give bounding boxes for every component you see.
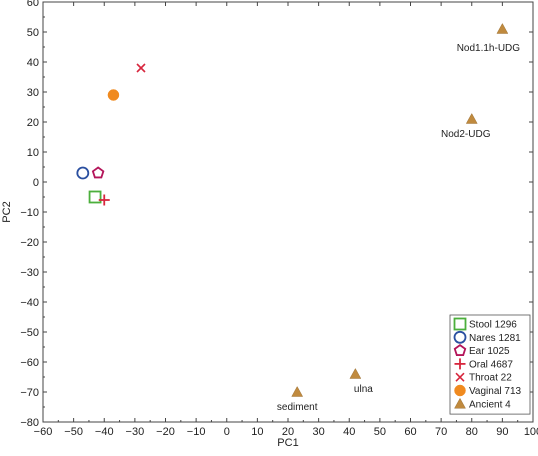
- legend-marker-nares-1281-shape: [453, 330, 467, 344]
- x-tick-label: −20: [156, 426, 175, 438]
- legend-marker-ear-1025: [453, 343, 467, 356]
- y-tick-label: 10: [27, 147, 39, 159]
- x-tick-label: −30: [126, 426, 145, 438]
- legend-marker-stool-1296: [453, 317, 467, 331]
- data-point-ancient-4: [349, 368, 362, 379]
- point-annotation: Nod2-UDG: [441, 129, 491, 140]
- y-tick-label: −80: [20, 417, 39, 429]
- x-tick-label: 90: [496, 426, 508, 438]
- legend-label: Ear 1025: [469, 346, 510, 357]
- data-point-ancient-4: [291, 386, 304, 397]
- data-point-stool-1296-shape: [88, 190, 102, 204]
- data-point-ancient-4-shape: [465, 113, 478, 124]
- y-tick-label: 40: [27, 57, 39, 69]
- x-tick-label: 70: [435, 426, 447, 438]
- y-tick-label: −70: [20, 387, 39, 399]
- legend-label: Nares 1281: [469, 333, 521, 344]
- x-axis-label: PC1: [277, 437, 298, 449]
- data-point-ancient-4-shape: [291, 386, 304, 397]
- legend-marker-ancient-4: [454, 397, 466, 409]
- y-tick-label: −30: [20, 267, 39, 279]
- legend-label: Stool 1296: [469, 320, 517, 331]
- data-point-vaginal-713: [107, 89, 120, 101]
- legend: Stool 1296 Nares 1281 Ear 1025 Oral 4687 Thr…: [449, 314, 531, 415]
- legend-label: Oral 4687: [469, 359, 513, 370]
- x-tick-label: 20: [282, 426, 294, 438]
- y-tick-label: −10: [20, 207, 39, 219]
- legend-marker-stool-1296-shape: [453, 317, 467, 331]
- data-point-ancient-4: [465, 113, 478, 124]
- point-annotation: sediment: [277, 402, 318, 413]
- data-point-throat-22-shape: [136, 63, 146, 73]
- data-point-vaginal-713-shape: [107, 89, 120, 101]
- data-point-ear-1025-shape: [91, 166, 105, 179]
- y-axis-label: PC2: [1, 201, 13, 222]
- data-point-ancient-4-shape: [496, 23, 509, 34]
- x-tick-label: −50: [64, 426, 83, 438]
- legend-marker-vaginal-713-shape: [454, 384, 466, 397]
- y-tick-label: −20: [20, 237, 39, 249]
- legend-marker-oral-4687: [454, 358, 466, 370]
- x-tick-label: 50: [374, 426, 386, 438]
- y-tick-label: 60: [27, 0, 39, 9]
- legend-marker-throat-22-shape: [455, 372, 465, 382]
- legend-marker-vaginal-713: [454, 384, 466, 397]
- y-tick-label: 20: [27, 117, 39, 129]
- point-annotation: ulna: [354, 384, 373, 395]
- data-point-stool-1296: [88, 190, 102, 204]
- x-tick-label: 60: [404, 426, 416, 438]
- legend-marker-ear-1025-shape: [453, 343, 467, 356]
- y-tick-label: −50: [20, 327, 39, 339]
- x-tick-label: 10: [251, 426, 263, 438]
- data-point-oral-4687: [98, 194, 110, 206]
- legend-marker-nares-1281: [453, 330, 467, 344]
- legend-label: Vaginal 713: [469, 386, 522, 397]
- data-point-ancient-4-shape: [349, 368, 362, 379]
- x-tick-label: 80: [466, 426, 478, 438]
- x-tick-label: 100: [524, 426, 538, 438]
- y-tick-label: 30: [27, 87, 39, 99]
- legend-marker-ancient-4-shape: [454, 397, 466, 409]
- legend-label: Ancient 4: [469, 399, 511, 410]
- y-tick-label: −60: [20, 357, 39, 369]
- legend-marker-throat-22: [455, 372, 465, 382]
- x-tick-label: −60: [34, 426, 53, 438]
- data-point-nares-1281-shape: [76, 166, 90, 180]
- point-annotation: Nod1.1h-UDG: [457, 43, 521, 54]
- x-tick-label: 30: [313, 426, 325, 438]
- data-point-ancient-4: [496, 23, 509, 34]
- y-tick-label: 0: [33, 177, 39, 189]
- x-tick-label: 40: [343, 426, 355, 438]
- data-point-ear-1025: [91, 166, 105, 179]
- x-tick-label: −10: [187, 426, 206, 438]
- y-tick-label: 50: [27, 27, 39, 39]
- data-point-throat-22: [136, 63, 146, 73]
- y-tick-label: −40: [20, 297, 39, 309]
- x-tick-label: 0: [224, 426, 230, 438]
- data-point-nares-1281: [76, 166, 90, 180]
- x-tick-label: −40: [95, 426, 114, 438]
- legend-label: Throat 22: [469, 373, 512, 384]
